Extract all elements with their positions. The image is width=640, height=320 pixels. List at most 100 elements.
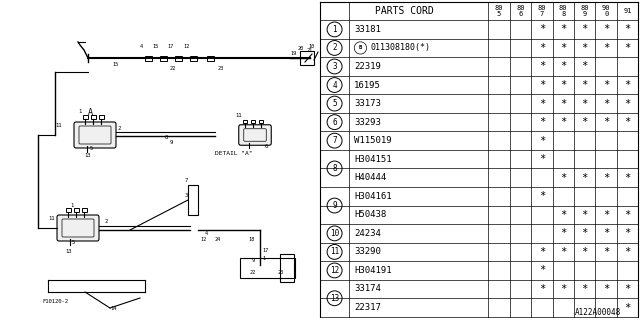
Text: *: * — [625, 302, 631, 313]
Bar — [74, 208, 79, 212]
Text: 80
5: 80 5 — [495, 5, 503, 17]
Text: 23: 23 — [218, 66, 224, 71]
Text: *: * — [539, 43, 545, 53]
Text: *: * — [625, 117, 631, 127]
Text: 2: 2 — [332, 44, 337, 52]
Text: *: * — [582, 173, 588, 183]
Text: *: * — [539, 266, 545, 276]
Bar — [280, 254, 294, 282]
Text: 11: 11 — [48, 216, 54, 221]
Text: *: * — [539, 247, 545, 257]
Text: H304151: H304151 — [354, 155, 392, 164]
Text: B: B — [359, 45, 362, 51]
Text: *: * — [560, 210, 566, 220]
Text: F10120-2: F10120-2 — [42, 299, 68, 304]
Text: *: * — [625, 228, 631, 238]
Text: 21: 21 — [307, 48, 313, 53]
Text: 1: 1 — [70, 203, 73, 208]
Text: *: * — [582, 80, 588, 90]
Text: 011308180(*): 011308180(*) — [371, 44, 431, 52]
Text: 1: 1 — [332, 25, 337, 34]
Text: 12: 12 — [200, 237, 206, 242]
Text: *: * — [560, 247, 566, 257]
Text: 1: 1 — [262, 256, 265, 261]
Text: 33173: 33173 — [354, 99, 381, 108]
Text: 22: 22 — [250, 270, 256, 275]
Text: 12: 12 — [183, 44, 189, 49]
Text: *: * — [582, 228, 588, 238]
Text: *: * — [539, 99, 545, 108]
Text: *: * — [539, 61, 545, 71]
Text: 13: 13 — [330, 294, 339, 303]
Text: 16195: 16195 — [354, 81, 381, 90]
Text: 22319: 22319 — [354, 62, 381, 71]
Bar — [99, 115, 104, 119]
Bar — [83, 115, 88, 119]
Text: 80
9: 80 9 — [580, 5, 589, 17]
Text: 10: 10 — [330, 229, 339, 238]
Text: 33181: 33181 — [354, 25, 381, 34]
Text: 13: 13 — [65, 249, 72, 254]
Text: *: * — [625, 24, 631, 35]
Text: 80
8: 80 8 — [559, 5, 568, 17]
Text: 24: 24 — [215, 237, 221, 242]
Bar — [188, 185, 198, 215]
Text: 2: 2 — [118, 126, 121, 131]
Text: *: * — [603, 43, 609, 53]
Text: *: * — [625, 43, 631, 53]
Text: *: * — [539, 117, 545, 127]
Text: *: * — [582, 247, 588, 257]
Text: *: * — [603, 247, 609, 257]
Text: 7: 7 — [185, 178, 188, 183]
Bar — [300, 51, 314, 65]
Text: 20: 20 — [298, 46, 304, 51]
Text: *: * — [560, 284, 566, 294]
Text: *: * — [625, 284, 631, 294]
Text: *: * — [560, 24, 566, 35]
Text: 9: 9 — [252, 258, 255, 263]
Text: 33174: 33174 — [354, 284, 381, 293]
Text: *: * — [560, 117, 566, 127]
Text: *: * — [539, 80, 545, 90]
Text: 2: 2 — [105, 219, 108, 224]
Text: 11: 11 — [55, 123, 61, 128]
Text: *: * — [603, 24, 609, 35]
Text: 1: 1 — [78, 109, 81, 114]
Text: *: * — [603, 99, 609, 108]
Text: 24234: 24234 — [354, 229, 381, 238]
Text: *: * — [560, 99, 566, 108]
Text: *: * — [560, 43, 566, 53]
Text: 8: 8 — [165, 135, 168, 140]
Text: 10: 10 — [308, 44, 314, 49]
Bar — [251, 120, 255, 123]
Text: 6: 6 — [265, 144, 268, 149]
Text: PARTS CORD: PARTS CORD — [374, 6, 433, 16]
Text: 33293: 33293 — [354, 118, 381, 127]
Text: *: * — [582, 24, 588, 35]
Text: *: * — [603, 210, 609, 220]
Text: 5: 5 — [90, 146, 93, 151]
Bar — [259, 120, 263, 123]
Text: *: * — [539, 136, 545, 146]
Text: 5: 5 — [332, 99, 337, 108]
Text: *: * — [582, 43, 588, 53]
Text: DETAIL "A": DETAIL "A" — [215, 151, 253, 156]
Bar — [189, 55, 196, 60]
Text: *: * — [625, 99, 631, 108]
Text: A: A — [88, 108, 93, 117]
Text: 11: 11 — [235, 113, 241, 118]
Text: 5: 5 — [72, 240, 76, 245]
Text: *: * — [603, 117, 609, 127]
FancyBboxPatch shape — [57, 215, 99, 241]
Bar — [65, 208, 70, 212]
Text: *: * — [539, 154, 545, 164]
Text: *: * — [582, 210, 588, 220]
Text: 17: 17 — [262, 248, 268, 253]
Text: 4: 4 — [332, 81, 337, 90]
Bar — [159, 55, 166, 60]
Text: *: * — [625, 247, 631, 257]
Text: *: * — [603, 173, 609, 183]
Text: 15: 15 — [112, 62, 118, 67]
Bar — [243, 120, 247, 123]
Text: *: * — [625, 210, 631, 220]
